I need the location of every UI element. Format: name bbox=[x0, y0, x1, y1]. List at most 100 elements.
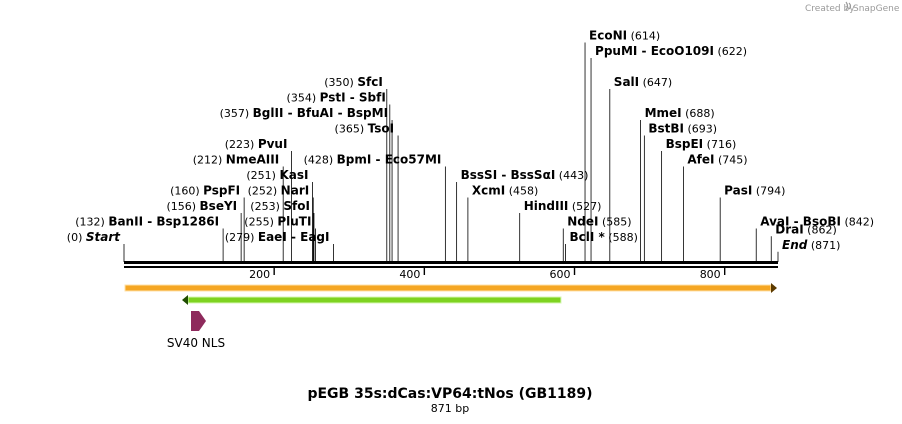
site-25[interactable]: BstBI (693) bbox=[643, 122, 717, 263]
site-24[interactable]: MmeI (688) bbox=[640, 106, 715, 262]
site-position: (212) bbox=[193, 154, 226, 167]
site-22[interactable]: PpuMI - EcoO109I (622) bbox=[590, 44, 747, 262]
site-16[interactable]: BssSI - BssSαI (443) bbox=[456, 168, 589, 262]
site-name: BseYI bbox=[200, 199, 238, 213]
site-23[interactable]: SalI (647) bbox=[609, 75, 672, 262]
site-label: DraI (862) bbox=[775, 222, 837, 236]
site-label: NdeI (585) bbox=[567, 215, 631, 229]
site-29[interactable]: AvaI - BsoBI (842) bbox=[755, 215, 874, 263]
site-name: HindIII bbox=[524, 199, 569, 213]
green-feature-bar[interactable] bbox=[187, 296, 562, 304]
site-position: (160) bbox=[170, 185, 203, 198]
site-position: (428) bbox=[304, 154, 337, 167]
site-1[interactable]: (132) BanII - Bsp1286I bbox=[75, 215, 224, 263]
site-5[interactable]: (223) PvuI bbox=[225, 137, 292, 262]
site-position: (252) bbox=[248, 185, 281, 198]
credit-brand: SnapGene bbox=[853, 4, 900, 14]
site-name: SfoI bbox=[283, 199, 310, 213]
site-name: XcmI bbox=[472, 184, 505, 198]
site-label: BspEI (716) bbox=[666, 137, 737, 151]
orange-feature-bar[interactable] bbox=[124, 284, 772, 292]
sv40-nls-feature[interactable]: SV40 NLS bbox=[167, 311, 225, 350]
site-position: (0) bbox=[67, 231, 86, 244]
site-position: (350) bbox=[324, 76, 357, 89]
site-position: (693) bbox=[684, 123, 717, 136]
site-label: (251) KasI bbox=[246, 168, 308, 182]
site-31[interactable]: End (871) bbox=[777, 238, 840, 262]
sv40-nls-label: SV40 NLS bbox=[167, 336, 225, 350]
site-position: (871) bbox=[807, 239, 840, 252]
site-position: (842) bbox=[841, 216, 874, 229]
site-name: EcoNI bbox=[589, 29, 627, 43]
site-position: (443) bbox=[555, 169, 588, 182]
site-21[interactable]: EcoNI (614) bbox=[584, 29, 660, 263]
site-label: HindIII (527) bbox=[524, 199, 602, 213]
site-30[interactable]: DraI (862) bbox=[770, 222, 837, 262]
site-8[interactable]: (253) SfoI bbox=[250, 199, 315, 262]
site-position: (588) bbox=[605, 231, 638, 244]
map-title: pEGB 35s:dCas:VP64:tNos (GB1189) bbox=[307, 386, 592, 402]
site-label: (428) BpmI - Eco57MI bbox=[304, 153, 442, 167]
green-feature[interactable] bbox=[182, 295, 562, 305]
sequence-backbone bbox=[124, 261, 778, 268]
site-label: (160) PspFI bbox=[170, 184, 240, 198]
site-name: PpuMI - EcoO109I bbox=[595, 44, 714, 58]
orange-feature-arrowhead bbox=[771, 283, 777, 293]
site-name: KasI bbox=[279, 168, 308, 182]
site-label: End (871) bbox=[782, 238, 840, 252]
site-position: (688) bbox=[682, 107, 715, 120]
backbone-bottom-strand bbox=[124, 266, 778, 268]
ruler-tick-label: 200 bbox=[249, 268, 270, 281]
sv40-nls-arrow[interactable] bbox=[191, 311, 206, 331]
site-17[interactable]: XcmI (458) bbox=[467, 184, 538, 263]
site-4[interactable]: (212) NmeAIII bbox=[193, 153, 284, 263]
site-10[interactable]: (279) EaeI - EagI bbox=[225, 230, 334, 262]
site-13[interactable]: (354) PstI - SbfI bbox=[287, 91, 391, 263]
site-0[interactable]: (0) Start bbox=[67, 230, 125, 262]
site-name: DraI bbox=[775, 222, 803, 236]
site-label: MmeI (688) bbox=[645, 106, 715, 120]
site-14[interactable]: (350) SfcI bbox=[324, 75, 388, 262]
site-label: (354) PstI - SbfI bbox=[287, 91, 386, 105]
site-position: (647) bbox=[639, 76, 672, 89]
site-position: (354) bbox=[287, 92, 320, 105]
credit-prefix: Created by bbox=[805, 4, 855, 14]
site-name: PasI bbox=[724, 184, 752, 198]
site-12[interactable]: (357) BglII - BfuAI - BspMI bbox=[220, 106, 393, 262]
site-label: (253) SfoI bbox=[250, 199, 310, 213]
site-label: (132) BanII - Bsp1286I bbox=[75, 215, 219, 229]
site-name: PstI - SbfI bbox=[320, 91, 386, 105]
site-9[interactable]: (255) PluTI bbox=[244, 215, 316, 263]
site-6[interactable]: (251) KasI bbox=[246, 168, 313, 262]
site-name: PspFI bbox=[203, 184, 240, 198]
site-20[interactable]: BclI * (588) bbox=[565, 230, 638, 262]
site-position: (255) bbox=[244, 216, 277, 229]
site-name: End bbox=[782, 238, 808, 252]
site-label: (357) BglII - BfuAI - BspMI bbox=[220, 106, 388, 120]
site-15[interactable]: (428) BpmI - Eco57MI bbox=[304, 153, 446, 263]
site-27[interactable]: AfeI (745) bbox=[682, 153, 748, 263]
site-name: TsoI bbox=[368, 122, 394, 136]
site-position: (614) bbox=[627, 30, 660, 43]
site-7[interactable]: (252) NarI bbox=[248, 184, 314, 263]
site-position: (156) bbox=[166, 200, 199, 213]
site-label: EcoNI (614) bbox=[589, 29, 660, 43]
site-name: PluTI bbox=[277, 215, 311, 229]
site-label: PpuMI - EcoO109I (622) bbox=[595, 44, 747, 58]
site-position: (223) bbox=[225, 138, 258, 151]
site-name: NdeI bbox=[567, 215, 598, 229]
site-28[interactable]: PasI (794) bbox=[719, 184, 785, 263]
site-label: AvaI - BsoBI (842) bbox=[760, 215, 874, 229]
site-11[interactable]: (365) TsoI bbox=[335, 122, 399, 263]
site-26[interactable]: BspEI (716) bbox=[661, 137, 737, 262]
site-2[interactable]: (156) BseYI bbox=[166, 199, 242, 262]
restriction-sites: (0) Start(132) BanII - Bsp1286I (156) Bse… bbox=[67, 29, 874, 263]
site-label: (279) EaeI - EagI bbox=[225, 230, 330, 244]
site-name: BspEI bbox=[666, 137, 704, 151]
site-name: NarI bbox=[281, 184, 310, 198]
site-position: (132) bbox=[75, 216, 108, 229]
site-name: AfeI bbox=[687, 153, 714, 167]
orange-feature[interactable] bbox=[124, 283, 777, 293]
site-3[interactable]: (160) PspFI bbox=[170, 184, 245, 263]
